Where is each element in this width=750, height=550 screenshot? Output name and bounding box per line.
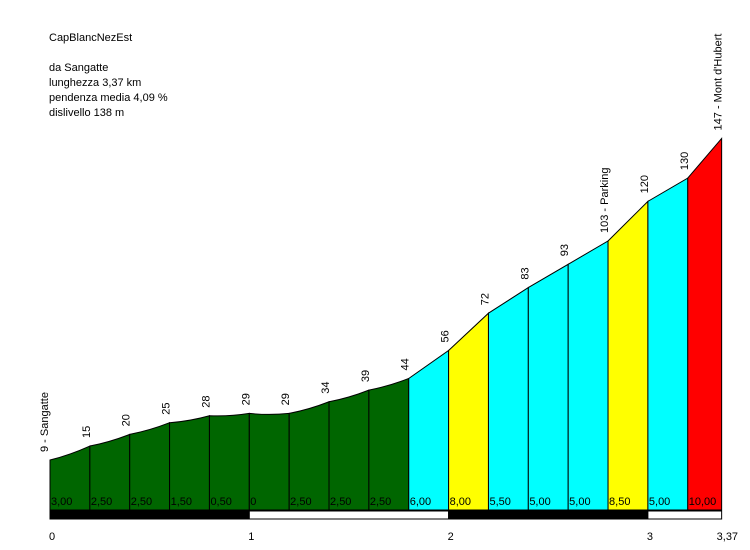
profile-segment <box>527 263 569 511</box>
elevation-label: 93 <box>559 244 571 256</box>
elevation-labels: 9 - Sangatte 15 20 25 28 29 29 34 39 44 56 72 83 93 10… <box>39 34 725 452</box>
elevation-label: 39 <box>360 370 372 382</box>
segment-gradient-label: 3,00 <box>51 496 72 508</box>
profile-segment <box>647 177 689 511</box>
profile-segment <box>567 240 609 511</box>
elevation-label: 20 <box>121 414 133 426</box>
segment-gradient-label: 0 <box>250 496 256 508</box>
gradient-labels: 3,00 2,50 2,50 1,50 0,50 0 2,50 2,50 2,50 6,00 8,0… <box>51 496 716 508</box>
segment-gradient-label: 2,50 <box>131 496 152 508</box>
distance-tick-label: 1 <box>248 531 254 543</box>
climb-length: lunghezza 3,37 km <box>49 77 142 89</box>
start-point: da Sangatte <box>49 62 109 74</box>
profile-segment <box>448 312 489 511</box>
elevation-label: 29 <box>240 393 252 405</box>
profile-segment <box>687 137 723 511</box>
elevation-label: 103 - Parking <box>599 168 611 233</box>
elevation-label: 29 <box>280 393 292 405</box>
segment-gradient-label: 5,00 <box>569 496 590 508</box>
average-gradient: pendenza media 4,09 % <box>49 92 168 104</box>
segment-gradient-label: 2,50 <box>91 496 112 508</box>
elevation-gain: dislivello 138 m <box>49 107 125 119</box>
elevation-label: 28 <box>200 395 212 407</box>
scale-bar-block <box>49 510 250 520</box>
distance-tick-labels: 0 1 2 3 3,37 <box>49 531 738 543</box>
segment-gradient-label: 8,50 <box>609 496 630 508</box>
scale-bar-block <box>248 510 450 520</box>
segment-gradient-label: 2,50 <box>370 496 391 508</box>
elevation-label: 15 <box>81 426 93 438</box>
segment-gradient-label: 2,50 <box>290 496 311 508</box>
segment-gradient-label: 10,00 <box>689 496 717 508</box>
profile-segment <box>328 389 370 511</box>
elevation-label: 25 <box>161 402 173 414</box>
elevation-label: 130 <box>679 152 691 170</box>
segment-gradient-label: 1,50 <box>171 496 192 508</box>
profile-segment <box>288 401 330 511</box>
segment-gradient-label: 5,00 <box>529 496 550 508</box>
segment-gradient-label: 2,50 <box>330 496 351 508</box>
distance-scale-bar <box>49 510 723 520</box>
distance-tick-label: 3,37 <box>717 531 738 543</box>
distance-tick-label: 0 <box>49 531 55 543</box>
elevation-label: 9 - Sangatte <box>39 392 51 452</box>
elevation-label: 83 <box>519 267 531 279</box>
segment-gradient-label: 5,50 <box>489 496 510 508</box>
elevation-label: 44 <box>400 358 412 370</box>
scale-bar-block <box>448 510 649 520</box>
climb-name: CapBlancNezEst <box>49 32 133 44</box>
profile-segment <box>487 286 529 511</box>
profile-info: CapBlancNezEst da Sangatte lunghezza 3,3… <box>49 31 168 121</box>
segment-gradient-label: 0,50 <box>210 496 231 508</box>
elevation-label: 147 - Mont d'Hubert <box>713 34 725 131</box>
profile-segment <box>607 200 649 511</box>
distance-tick-label: 3 <box>647 531 653 543</box>
profile-segments <box>49 137 723 511</box>
segment-gradient-label: 8,00 <box>450 496 471 508</box>
elevation-label: 56 <box>440 330 452 342</box>
elevation-label: 120 <box>639 175 651 193</box>
elevation-label: 34 <box>320 382 332 394</box>
profile-segment <box>368 377 410 511</box>
segment-gradient-label: 6,00 <box>410 496 431 508</box>
segment-gradient-label: 5,00 <box>649 496 670 508</box>
scale-bar-block <box>647 510 723 520</box>
distance-tick-label: 2 <box>448 531 454 543</box>
elevation-label: 72 <box>479 293 491 305</box>
profile-segment <box>408 349 450 511</box>
